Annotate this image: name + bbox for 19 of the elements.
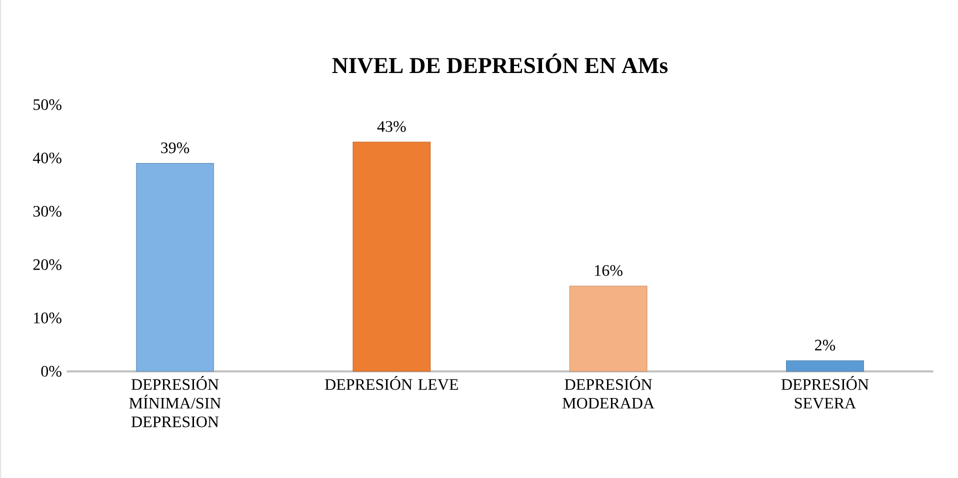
y-tick-label: 50% (34, 99, 62, 110)
bar (352, 142, 431, 372)
y-tick-label: 20% (33, 259, 62, 270)
x-tick-label: DEPRESIÓN MODERADA (562, 376, 654, 409)
x-tick-label: DEPRESIÓN MÍNIMA/SIN DEPRESION (129, 376, 221, 428)
y-tick-label: 30% (33, 206, 62, 217)
chart-title: NIVEL DE DEPRESIÓN EN AMs (332, 53, 668, 74)
bar (786, 360, 864, 372)
bar (136, 163, 214, 372)
data-label: 2% (815, 340, 836, 351)
y-tick-label: 40% (32, 152, 62, 164)
data-label: 43% (377, 121, 406, 132)
y-tick-label: 10% (34, 312, 62, 324)
x-tick-label: DEPRESIÓN LEVE (325, 376, 458, 390)
data-label: 39% (161, 142, 190, 154)
y-tick-label: 0% (41, 366, 62, 377)
bar (569, 286, 648, 372)
x-tick-label: DEPRESIÓN SEVERA (781, 376, 869, 409)
data-label: 16% (595, 265, 622, 276)
